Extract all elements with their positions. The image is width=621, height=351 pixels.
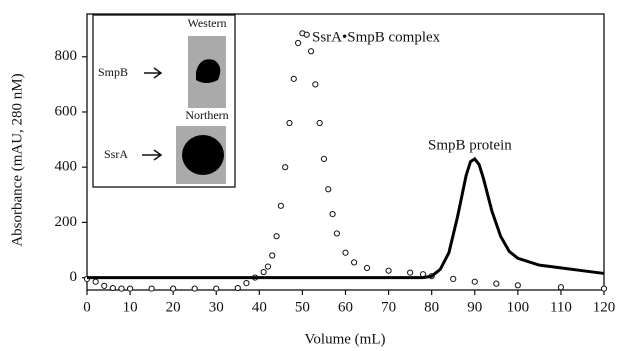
data-point <box>214 286 219 291</box>
data-point <box>451 276 456 281</box>
data-point <box>408 270 413 275</box>
y-tick-label: 800 <box>55 48 78 64</box>
data-point <box>308 49 313 54</box>
inset: Western SmpB Northern SsrA <box>93 15 235 187</box>
x-tick-label: 60 <box>338 299 353 315</box>
x-tick-label: 40 <box>252 299 267 315</box>
blot-label: SmpB <box>98 65 128 79</box>
annotation: SsrA•SmpB complex <box>312 29 441 45</box>
blot-band <box>182 135 224 175</box>
data-point <box>317 120 322 125</box>
data-point <box>274 234 279 239</box>
data-point <box>192 286 197 291</box>
data-point <box>601 286 606 291</box>
x-tick-label: 10 <box>123 299 138 315</box>
y-tick-label: 200 <box>55 214 78 230</box>
x-tick-label: 0 <box>83 299 91 315</box>
data-point <box>352 260 357 265</box>
y-tick-label: 400 <box>55 159 78 175</box>
data-point <box>93 279 98 284</box>
y-axis-label: Absorbance (mAU, 280 nM) <box>9 73 25 246</box>
data-point <box>265 264 270 269</box>
data-point <box>472 279 477 284</box>
x-tick-label: 80 <box>424 299 439 315</box>
blot-title: Northern <box>185 108 228 122</box>
x-tick-label: 20 <box>166 299 181 315</box>
data-point <box>110 285 115 290</box>
data-point <box>119 286 124 291</box>
data-point <box>321 156 326 161</box>
data-point <box>171 286 176 291</box>
data-point <box>127 286 132 291</box>
x-tick-label: 110 <box>550 299 572 315</box>
data-point <box>313 82 318 87</box>
data-point <box>330 212 335 217</box>
data-point <box>278 203 283 208</box>
y-tick-label: 0 <box>70 269 78 285</box>
annotation: SmpB protein <box>428 137 512 153</box>
data-point <box>296 40 301 45</box>
blot-label: SsrA <box>104 147 128 161</box>
x-tick-label: 90 <box>467 299 482 315</box>
data-point <box>558 285 563 290</box>
data-point <box>244 281 249 286</box>
data-point <box>343 250 348 255</box>
data-point <box>149 286 154 291</box>
data-point <box>261 269 266 274</box>
data-point <box>291 76 296 81</box>
blot-title: Western <box>187 16 226 30</box>
x-tick-label: 100 <box>507 299 530 315</box>
data-point <box>283 165 288 170</box>
y-tick-label: 600 <box>55 103 78 119</box>
data-point <box>494 281 499 286</box>
data-point <box>235 285 240 290</box>
x-tick-label: 30 <box>209 299 224 315</box>
data-point <box>304 32 309 37</box>
data-point <box>515 283 520 288</box>
x-axis-label: Volume (mL) <box>305 331 386 347</box>
data-point <box>102 283 107 288</box>
chart: Volume (mL) Absorbance (mAU, 280 nM) 0 10… <box>0 0 621 351</box>
data-point <box>287 120 292 125</box>
data-point <box>386 268 391 273</box>
data-point <box>326 187 331 192</box>
data-point <box>270 253 275 258</box>
data-point <box>334 231 339 236</box>
data-point <box>364 265 369 270</box>
x-tick-label: 70 <box>381 299 396 315</box>
x-tick-label: 50 <box>295 299 310 315</box>
x-tick-label: 120 <box>593 299 616 315</box>
